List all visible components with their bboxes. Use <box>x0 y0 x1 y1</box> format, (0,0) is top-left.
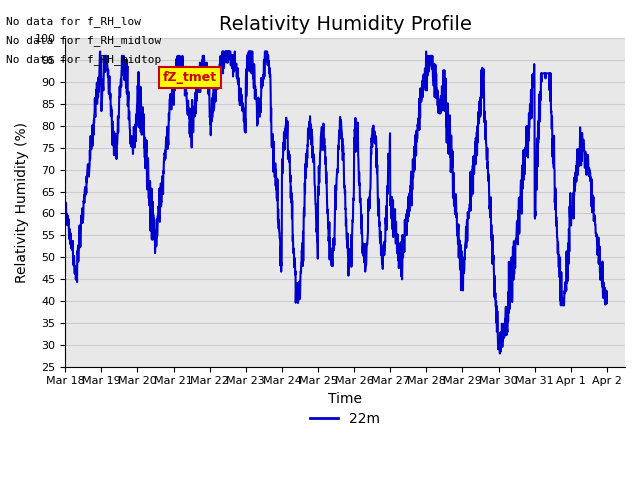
Y-axis label: Relativity Humidity (%): Relativity Humidity (%) <box>15 122 29 283</box>
Title: Relativity Humidity Profile: Relativity Humidity Profile <box>219 15 472 34</box>
Text: No data for f_RH_midtop: No data for f_RH_midtop <box>6 54 162 65</box>
Text: No data for f_RH_low: No data for f_RH_low <box>6 16 141 27</box>
Legend: 22m: 22m <box>305 407 386 432</box>
Text: fZ_tmet: fZ_tmet <box>163 71 218 84</box>
X-axis label: Time: Time <box>328 392 362 406</box>
Text: No data for f_RH_midlow: No data for f_RH_midlow <box>6 35 162 46</box>
